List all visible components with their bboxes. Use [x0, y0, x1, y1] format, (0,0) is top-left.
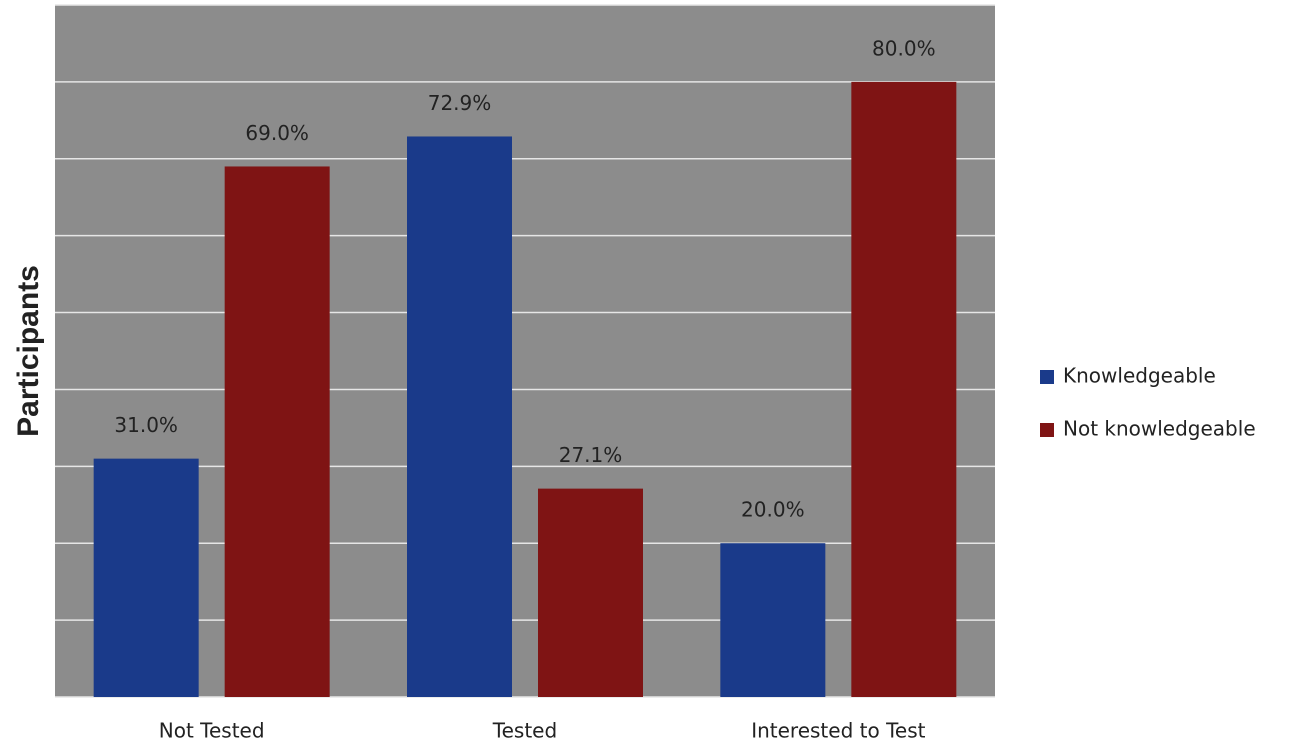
legend-swatch: [1040, 370, 1054, 384]
data-label: 80.0%: [872, 36, 936, 60]
data-label: 31.0%: [114, 413, 178, 437]
x-tick-label: Tested: [492, 719, 557, 743]
y-axis-label: Participants: [12, 265, 45, 437]
data-label: 20.0%: [741, 498, 805, 522]
bar: [224, 166, 330, 697]
bar: [720, 543, 826, 697]
x-tick-label: Not Tested: [159, 719, 265, 743]
bar: [851, 81, 957, 697]
legend-label: Not knowledgeable: [1063, 417, 1256, 441]
data-label: 72.9%: [428, 91, 492, 115]
bar: [407, 136, 512, 698]
x-tick-label: Interested to Test: [751, 719, 925, 743]
bar: [93, 458, 199, 697]
plot-area: [55, 5, 995, 697]
bar: [538, 488, 643, 697]
legend-swatch: [1040, 423, 1054, 437]
data-label: 27.1%: [559, 443, 623, 467]
legend-label: Knowledgeable: [1063, 364, 1216, 388]
data-label: 69.0%: [245, 121, 309, 145]
